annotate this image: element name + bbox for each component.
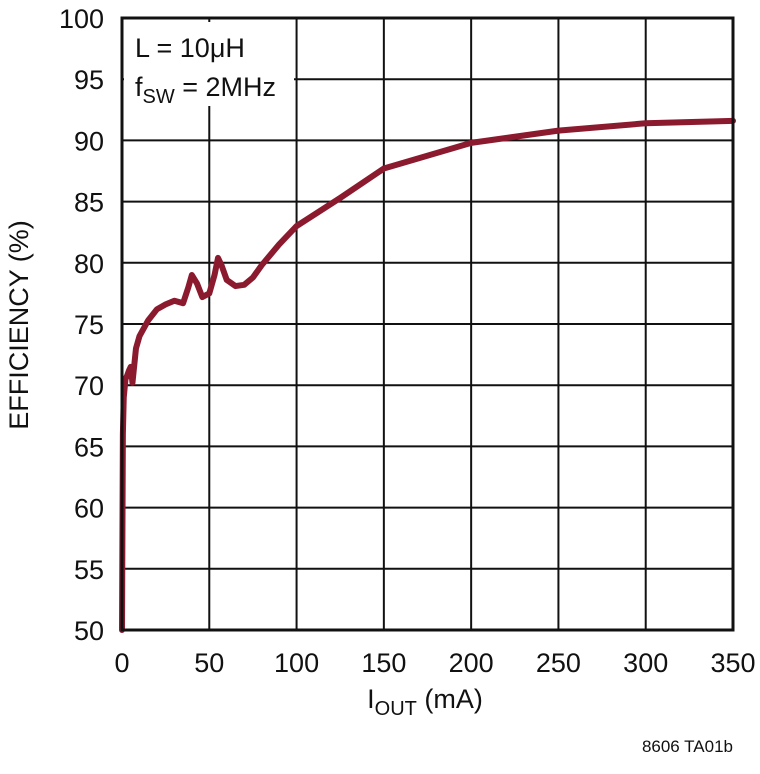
- x-tick-label: 300: [623, 648, 668, 678]
- annotation-box: L = 10μH fSW = 2MHz: [124, 22, 294, 108]
- y-tick-label: 100: [59, 4, 104, 34]
- x-tick-label: 200: [449, 648, 494, 678]
- y-axis-label: EFFICIENCY (%): [4, 220, 34, 430]
- grid: [121, 17, 734, 631]
- x-tick-label: 150: [361, 648, 406, 678]
- annotation-inductance: L = 10μH: [135, 33, 245, 63]
- x-tick-label: 250: [536, 648, 581, 678]
- x-tick-label: 0: [114, 648, 129, 678]
- annotation-switching-frequency: fSW = 2MHz: [135, 72, 276, 108]
- y-tick-label: 95: [74, 65, 104, 95]
- x-axis-label-out-subscript: OUT: [375, 698, 417, 720]
- y-tick-label: 60: [74, 494, 104, 524]
- annotation-background: [124, 22, 294, 106]
- y-tick-label: 75: [74, 310, 104, 340]
- y-tick-label: 85: [74, 188, 104, 218]
- x-axis-label: IOUT (mA): [367, 684, 483, 720]
- annotation-f: f: [135, 72, 143, 102]
- y-tick-label: 80: [74, 249, 104, 279]
- x-axis-label-unit: (mA): [417, 684, 483, 714]
- x-axis-label-i: I: [367, 684, 375, 714]
- y-tick-label: 50: [74, 616, 104, 646]
- annotation-freq-value: = 2MHz: [175, 72, 276, 102]
- tick-labels: 0 50 100 150 200 250 300 350 50 55 60 65 70 75 80 85 90 9…: [59, 4, 756, 678]
- y-tick-label: 55: [74, 555, 104, 585]
- figure-id: 8606 TA01b: [642, 737, 733, 756]
- efficiency-series-line: [119, 117, 736, 633]
- plot-frame: [120, 16, 735, 632]
- y-tick-label: 90: [74, 126, 104, 156]
- y-tick-label: 70: [74, 371, 104, 401]
- y-tick-label: 65: [74, 432, 104, 462]
- x-tick-label: 100: [274, 648, 319, 678]
- series-layer: [119, 117, 736, 633]
- annotation-sw-subscript: SW: [143, 86, 175, 108]
- x-tick-label: 350: [710, 648, 755, 678]
- x-tick-label: 50: [194, 648, 224, 678]
